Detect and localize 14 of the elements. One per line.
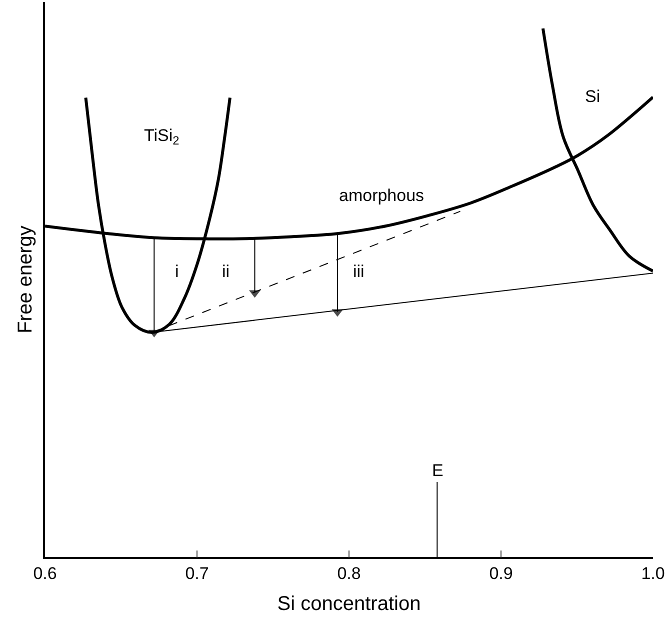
x-tick-label: 0.6 [33,564,57,584]
annotation: TiSi$_{2}$ [144,126,180,148]
x-tick-label: 0.7 [185,564,209,584]
annotation: Si [585,87,600,106]
x-tick-label: 1.0 [641,564,665,584]
annotation: i [175,262,179,281]
x-tick-label: 0.8 [337,564,361,584]
annotation: amorphous [339,186,424,205]
ref-line-label: E [432,461,444,480]
annotation: ii [222,262,230,281]
x-tick-label: 0.9 [489,564,513,584]
x-axis-title: Si concentration [277,593,421,616]
annotation: iii [353,262,364,281]
y-axis-title: Free energy [14,226,36,334]
